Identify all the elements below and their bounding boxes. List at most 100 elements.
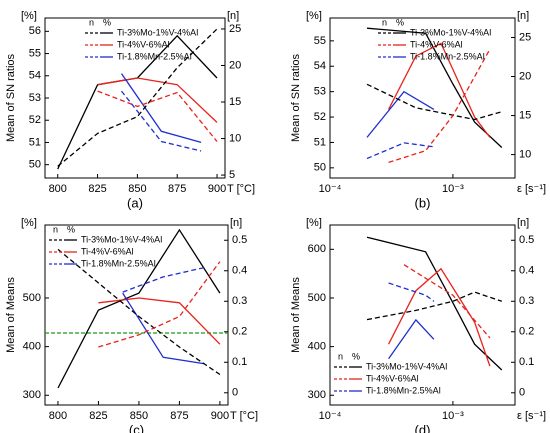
y-tick-label: 54 [314,60,326,72]
legend-label: Ti-1.8%Mn-2.5%Al [117,51,192,61]
legend-header: % [396,17,404,27]
y2-tick-label: 0.3 [232,295,247,307]
series-line [366,142,434,160]
y2-tick-label: 0.1 [232,356,247,368]
y-tick-label: 51 [314,136,326,148]
plot-frame [44,224,229,406]
series-line [98,261,221,348]
series-line [98,297,221,345]
y2-tick-label: 15 [519,109,531,121]
y2-tick-label: 20 [519,70,531,82]
series-line [388,282,435,302]
y-tick-label: 55 [29,47,41,59]
series-line [388,42,491,138]
legend-label: Ti-3%Mo-1%V-4%Al [81,234,162,244]
x-tick-label: 850 [130,410,148,422]
x-tick-label: 850 [128,183,146,195]
series-line [97,77,218,123]
y-tick-label: 56 [29,25,41,37]
y2-tick-label: 0.5 [232,234,247,246]
series-line [120,90,202,152]
series-line [388,48,491,164]
legend-header: % [103,17,111,27]
series-line [366,27,503,148]
y-tick-label: 54 [29,70,41,82]
panel-label: (b) [415,195,431,210]
y2-tick-label: 10 [519,148,531,160]
series-line [366,90,435,138]
x-tick-label: 10⁻³ [442,183,464,195]
y2-tick-label: 10 [229,132,241,144]
x-axis-label: T [°C] [230,410,258,422]
y-tick-label: 50 [29,159,41,171]
x-tick-label: 825 [89,410,107,422]
panel-label: (d) [415,422,431,433]
series-line [388,267,491,367]
y-unit: [%] [21,217,37,229]
y2-tick-label: 0.2 [232,326,247,338]
y-tick-label: 300 [23,389,41,401]
x-tick-label: 10⁻⁴ [319,410,342,422]
y2-tick-label: 0 [519,387,525,399]
y-unit: [%] [306,217,322,229]
plot-frame [329,17,516,179]
y-tick-label: 52 [29,114,41,126]
legend-header: % [67,224,75,234]
y2-tick-label: 25 [229,23,241,35]
legend-label: Ti-3%Mo-1%V-4%Al [410,27,491,37]
y2-tick-label: 0.1 [519,356,534,368]
y-tick-label: 53 [29,92,41,104]
panel-label: (c) [129,422,144,433]
x-tick-label: 10⁻⁴ [319,183,342,195]
x-tick-label: 800 [49,183,67,195]
x-axis-label: ε [s⁻¹] [517,410,546,422]
legend-header: % [352,351,360,361]
y2-tick-label: 0.5 [519,234,534,246]
y2-tick-label: 20 [229,59,241,71]
y-tick-label: 400 [308,341,326,353]
y-tick-label: 55 [314,35,326,47]
y2-unit: [n] [230,217,242,229]
y-axis-label: Mean of SN ratios [5,53,17,142]
y2-tick-label: 0.4 [519,265,534,277]
legend-label: Ti-4%V-6%Al [81,246,134,256]
y2-unit: [n] [517,10,529,22]
y-tick-label: 600 [308,243,326,255]
x-tick-label: 875 [170,410,188,422]
legend-label: Ti-3%Mo-1%V-4%Al [117,27,198,37]
legend-label: Ti-1.8%Mn-2.5%Al [81,258,156,268]
series-line [366,236,503,371]
legend-label: Ti-4%V-6%Al [366,373,419,383]
x-axis-label: T [°C] [227,183,255,195]
y2-tick-label: 0.3 [519,295,534,307]
series-line [57,228,221,389]
y-tick-label: 500 [23,292,41,304]
series-line [57,248,221,376]
y-tick-label: 52 [314,111,326,123]
legend-header: n [338,351,343,361]
legend-label: Ti-3%Mo-1%V-4%Al [366,361,447,371]
legend-label: Ti-1.8%Mn-2.5%Al [366,385,441,395]
series-line [122,292,204,365]
y-unit: [%] [306,10,322,22]
legend-header: n [89,17,94,27]
y-unit: [%] [21,10,37,22]
series-line [120,73,202,144]
series-line [403,264,491,339]
x-tick-label: 900 [208,183,226,195]
y2-tick-label: 0.2 [519,326,534,338]
x-tick-label: 10⁻³ [442,410,464,422]
y-tick-label: 51 [29,136,41,148]
x-tick-label: 900 [211,410,229,422]
y2-unit: [n] [517,217,529,229]
legend-label: Ti-4%V-6%Al [117,39,170,49]
legend-header: n [53,224,58,234]
legend-label: Ti-1.8%Mn-2.5%Al [410,51,485,61]
y2-tick-label: 25 [519,31,531,43]
y-axis-label: Mean of Means [290,277,302,353]
y2-tick-label: 5 [229,169,235,181]
series-line [122,267,204,293]
x-tick-label: 875 [168,183,186,195]
plot-frame [329,224,516,406]
